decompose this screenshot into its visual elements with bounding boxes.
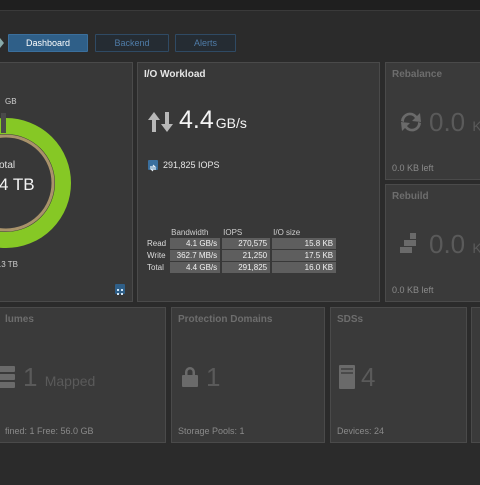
- rebuild-title: Rebuild: [392, 191, 429, 202]
- volumes-number: 1: [23, 362, 38, 392]
- rebuild-number: 0.0: [429, 229, 466, 259]
- protection-domains-value: 1: [206, 362, 221, 392]
- volumes-footer: fined: 1 Free: 56.0 GB: [5, 426, 94, 436]
- rebuild-unit: K: [472, 240, 480, 256]
- top-bar: [0, 0, 480, 11]
- rebalance-unit: K: [472, 118, 480, 134]
- cell-bandwidth: 362.7 MB/s: [170, 250, 221, 261]
- capacity-donut: [0, 113, 71, 248]
- cell-io-size: 15.8 KB: [272, 238, 337, 249]
- cell-io-size: 16.0 KB: [272, 262, 337, 273]
- rebalance-title: Rebalance: [392, 69, 443, 80]
- nav-arrow-icon[interactable]: [0, 38, 4, 48]
- cell-iops: 21,250: [222, 250, 271, 261]
- tab-alerts[interactable]: Alerts: [175, 34, 236, 52]
- bandwidth-value: 4.4 GB/s: [179, 106, 247, 135]
- cell-iops: 270,575: [222, 238, 271, 249]
- rebalance-footer: 0.0 KB left: [392, 163, 434, 173]
- col-io-size: I/O size: [273, 228, 301, 237]
- cell-bandwidth: 4.1 GB/s: [170, 238, 221, 249]
- grid-icon[interactable]: [115, 284, 125, 295]
- rebalance-panel: Rebalance 0.0 K 0.0 KB left: [385, 62, 480, 180]
- sdss-value: 4: [361, 362, 376, 392]
- rebuild-value: 0.0 K: [429, 229, 480, 260]
- capacity-panel: GB otal 4 TB .3 TB: [0, 62, 133, 302]
- io-workload-title: I/O Workload: [144, 69, 206, 80]
- volumes-title: lumes: [5, 314, 34, 325]
- rebuild-blocks-icon: [400, 233, 416, 253]
- bandwidth-unit: GB/s: [215, 115, 247, 131]
- io-table-header: Bandwidth IOPS I/O size: [146, 228, 336, 237]
- bandwidth-number: 4.4: [179, 106, 214, 134]
- col-iops: IOPS: [223, 228, 243, 237]
- cell-bandwidth: 4.4 GB/s: [170, 262, 221, 273]
- row-label: Total: [147, 263, 164, 272]
- protection-domains-footer: Storage Pools: 1: [178, 426, 245, 436]
- capacity-free-segment: [1, 113, 6, 133]
- capacity-bottom-label: .3 TB: [0, 260, 18, 269]
- capacity-top-label: GB: [5, 97, 17, 106]
- rebalance-value: 0.0 K: [429, 107, 480, 138]
- volumes-label: Mapped: [44, 373, 96, 389]
- col-bandwidth: Bandwidth: [171, 228, 209, 237]
- capacity-center-label: otal: [0, 160, 16, 171]
- io-workload-panel: I/O Workload 4.4 GB/s 291,825 IOPS Bandwi…: [137, 62, 380, 302]
- volumes-panel: lumes 1 Mapped fined: 1 Free: 56.0 GB: [0, 307, 166, 443]
- row-label: Read: [147, 239, 167, 248]
- tab-dashboard[interactable]: Dashboard: [8, 34, 88, 52]
- protection-domains-panel: Protection Domains 1 Storage Pools: 1: [171, 307, 325, 443]
- rebalance-number: 0.0: [429, 107, 466, 137]
- io-table: Bandwidth IOPS I/O size Read 4.1 GB/s 27…: [144, 227, 338, 274]
- sdss-title: SDSs: [337, 314, 364, 325]
- table-row: Total 4.4 GB/s 291,825 16.0 KB: [146, 262, 337, 273]
- iops-total: 291,825 IOPS: [163, 160, 220, 170]
- volumes-value: 1 Mapped: [23, 362, 95, 393]
- sdss-panel: SDSs 4 Devices: 24: [330, 307, 467, 443]
- capacity-center-value: 4 TB: [0, 175, 35, 194]
- sdss-footer: Devices: 24: [337, 426, 385, 436]
- partial-panel: [471, 307, 480, 443]
- cell-iops: 291,825: [222, 262, 271, 273]
- volumes-stack-icon: [0, 366, 15, 388]
- lock-icon: [182, 367, 198, 387]
- tab-backend[interactable]: Backend: [95, 34, 169, 52]
- protection-domains-title: Protection Domains: [178, 314, 273, 325]
- rebuild-panel: Rebuild 0.0 K 0.0 KB left: [385, 184, 480, 302]
- server-icon: [339, 365, 355, 389]
- table-row: Read 4.1 GB/s 270,575 15.8 KB: [146, 238, 337, 249]
- table-row: Write 362.7 MB/s 21,250 17.5 KB: [146, 250, 337, 261]
- cell-io-size: 17.5 KB: [272, 250, 337, 261]
- up-down-arrows-icon: [148, 112, 173, 132]
- rebuild-footer: 0.0 KB left: [392, 285, 434, 295]
- capacity-inner-ring: [0, 134, 55, 232]
- row-label: Write: [147, 251, 166, 260]
- iops-icon: [148, 160, 158, 172]
- rebalance-arrows-icon: [401, 112, 421, 132]
